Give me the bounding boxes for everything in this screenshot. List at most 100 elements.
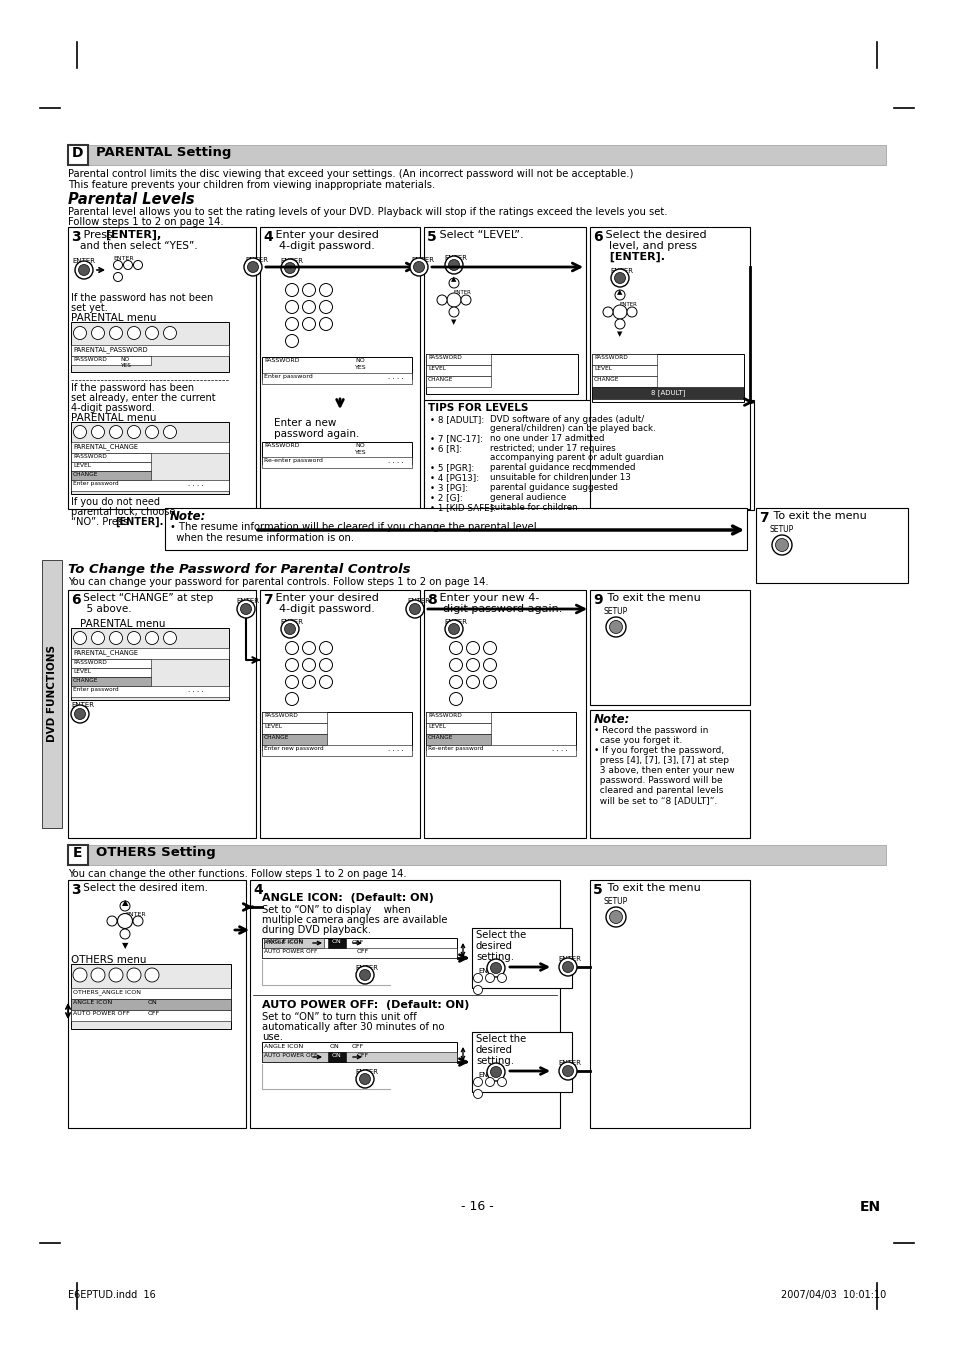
Bar — [589, 880, 749, 1128]
Bar — [262, 948, 456, 958]
Text: • 6 [R]:: • 6 [R]: — [430, 444, 461, 453]
Text: • 2 [G]:: • 2 [G]: — [430, 493, 462, 503]
Circle shape — [613, 305, 626, 319]
Text: ENTER: ENTER — [454, 290, 472, 295]
Circle shape — [302, 300, 315, 313]
Text: 4: 4 — [263, 230, 273, 245]
Text: PARENTAL menu: PARENTAL menu — [80, 619, 165, 630]
Circle shape — [91, 426, 105, 439]
Text: setting.: setting. — [476, 952, 514, 962]
Bar — [472, 1032, 572, 1092]
Text: ENTER: ENTER — [609, 267, 633, 274]
Text: DVD software of any grades (adult/: DVD software of any grades (adult/ — [490, 415, 643, 424]
Text: CHANGE: CHANGE — [73, 678, 98, 684]
Circle shape — [409, 604, 420, 615]
Text: OFF: OFF — [148, 1011, 160, 1016]
Text: suitable for children: suitable for children — [490, 503, 577, 512]
Text: ENTER: ENTER — [558, 957, 580, 962]
Text: E: E — [73, 846, 83, 861]
Text: Enter your new 4-: Enter your new 4- — [436, 593, 538, 603]
Text: PARENTAL_CHANGE: PARENTAL_CHANGE — [73, 648, 138, 655]
Circle shape — [483, 676, 496, 689]
Text: ON: ON — [330, 940, 339, 944]
Circle shape — [74, 708, 86, 720]
Circle shape — [483, 658, 496, 671]
Circle shape — [447, 293, 460, 307]
Circle shape — [302, 658, 315, 671]
Bar — [68, 844, 885, 865]
Text: OTHERS menu: OTHERS menu — [71, 955, 147, 965]
Circle shape — [285, 693, 298, 705]
Text: ENTER: ENTER — [477, 1071, 500, 1078]
Circle shape — [410, 258, 428, 276]
Circle shape — [436, 295, 447, 305]
Circle shape — [359, 1074, 370, 1085]
Circle shape — [285, 642, 298, 654]
Text: To Change the Password for Parental Controls: To Change the Password for Parental Cont… — [68, 563, 410, 576]
Text: 6: 6 — [593, 230, 602, 245]
Text: ENTER: ENTER — [558, 1061, 580, 1066]
Text: · · · ·: · · · · — [388, 376, 403, 382]
Bar — [426, 365, 491, 376]
Circle shape — [302, 676, 315, 689]
Circle shape — [490, 1066, 501, 1078]
Text: will be set to “8 [ADULT]”.: will be set to “8 [ADULT]”. — [594, 796, 717, 805]
Text: 5: 5 — [593, 884, 602, 897]
Text: [ENTER].: [ENTER]. — [115, 517, 163, 527]
Text: 4-digit password.: 4-digit password. — [272, 604, 375, 613]
Bar — [426, 712, 576, 750]
Text: 4-digit password.: 4-digit password. — [71, 403, 154, 413]
Circle shape — [615, 319, 624, 330]
Text: Enter password: Enter password — [264, 374, 313, 380]
Text: 5 above.: 5 above. — [80, 604, 132, 613]
Circle shape — [497, 974, 506, 982]
Text: 7: 7 — [263, 593, 273, 607]
Text: desired: desired — [476, 1046, 513, 1055]
Circle shape — [466, 676, 479, 689]
Circle shape — [605, 617, 625, 638]
Text: PARENTAL_CHANGE: PARENTAL_CHANGE — [73, 443, 138, 450]
Circle shape — [285, 335, 298, 347]
Text: ANGLE ICON: ANGLE ICON — [266, 939, 303, 944]
Text: SETUP: SETUP — [603, 607, 628, 616]
Text: LEVEL: LEVEL — [264, 724, 282, 730]
Text: NO: NO — [355, 443, 364, 449]
Bar — [71, 628, 229, 700]
Circle shape — [562, 962, 573, 973]
Circle shape — [319, 317, 333, 331]
Circle shape — [281, 620, 298, 638]
Text: PASSWORD: PASSWORD — [428, 355, 461, 359]
Text: PASSWORD: PASSWORD — [428, 713, 461, 717]
Text: OFF: OFF — [352, 1044, 364, 1048]
Text: 9: 9 — [593, 593, 602, 607]
Text: ENTER: ENTER — [280, 619, 303, 626]
Text: NO: NO — [120, 357, 129, 362]
Text: AUTO POWER OFF: AUTO POWER OFF — [264, 1052, 317, 1058]
Circle shape — [281, 259, 298, 277]
Circle shape — [486, 1063, 504, 1081]
Text: If the password has not been: If the password has not been — [71, 293, 213, 303]
Text: parental guidance recommended: parental guidance recommended — [490, 463, 635, 471]
Text: SETUP: SETUP — [769, 526, 794, 534]
Text: • 1 [KID SAFE]:: • 1 [KID SAFE]: — [430, 503, 496, 512]
Circle shape — [558, 1062, 577, 1079]
Text: Set to “ON” to turn this unit off: Set to “ON” to turn this unit off — [262, 1012, 416, 1021]
Bar — [71, 442, 229, 453]
Bar — [262, 1042, 456, 1062]
Circle shape — [285, 676, 298, 689]
Text: OFF: OFF — [356, 948, 369, 954]
Text: Re-enter password: Re-enter password — [428, 746, 483, 751]
Text: ANGLE ICON: ANGLE ICON — [264, 1044, 303, 1048]
Circle shape — [558, 958, 577, 975]
Text: 8: 8 — [427, 593, 436, 607]
Text: ENTER: ENTER — [443, 619, 467, 626]
Text: CHANGE: CHANGE — [428, 377, 453, 382]
Circle shape — [497, 1078, 506, 1086]
Circle shape — [146, 426, 158, 439]
Circle shape — [132, 916, 143, 925]
Circle shape — [609, 620, 622, 634]
Circle shape — [319, 642, 333, 654]
Bar — [42, 561, 62, 828]
Text: Parental Levels: Parental Levels — [68, 192, 194, 207]
Text: CHANGE: CHANGE — [594, 377, 618, 382]
